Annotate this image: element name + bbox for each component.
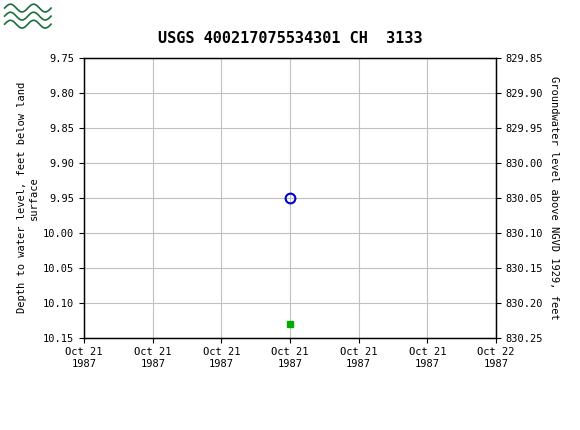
- Text: USGS 400217075534301 CH  3133: USGS 400217075534301 CH 3133: [158, 31, 422, 46]
- Text: USGS: USGS: [58, 9, 95, 24]
- Y-axis label: Groundwater level above NGVD 1929, feet: Groundwater level above NGVD 1929, feet: [549, 76, 559, 319]
- Y-axis label: Depth to water level, feet below land
surface: Depth to water level, feet below land su…: [17, 82, 39, 313]
- FancyBboxPatch shape: [3, 3, 52, 30]
